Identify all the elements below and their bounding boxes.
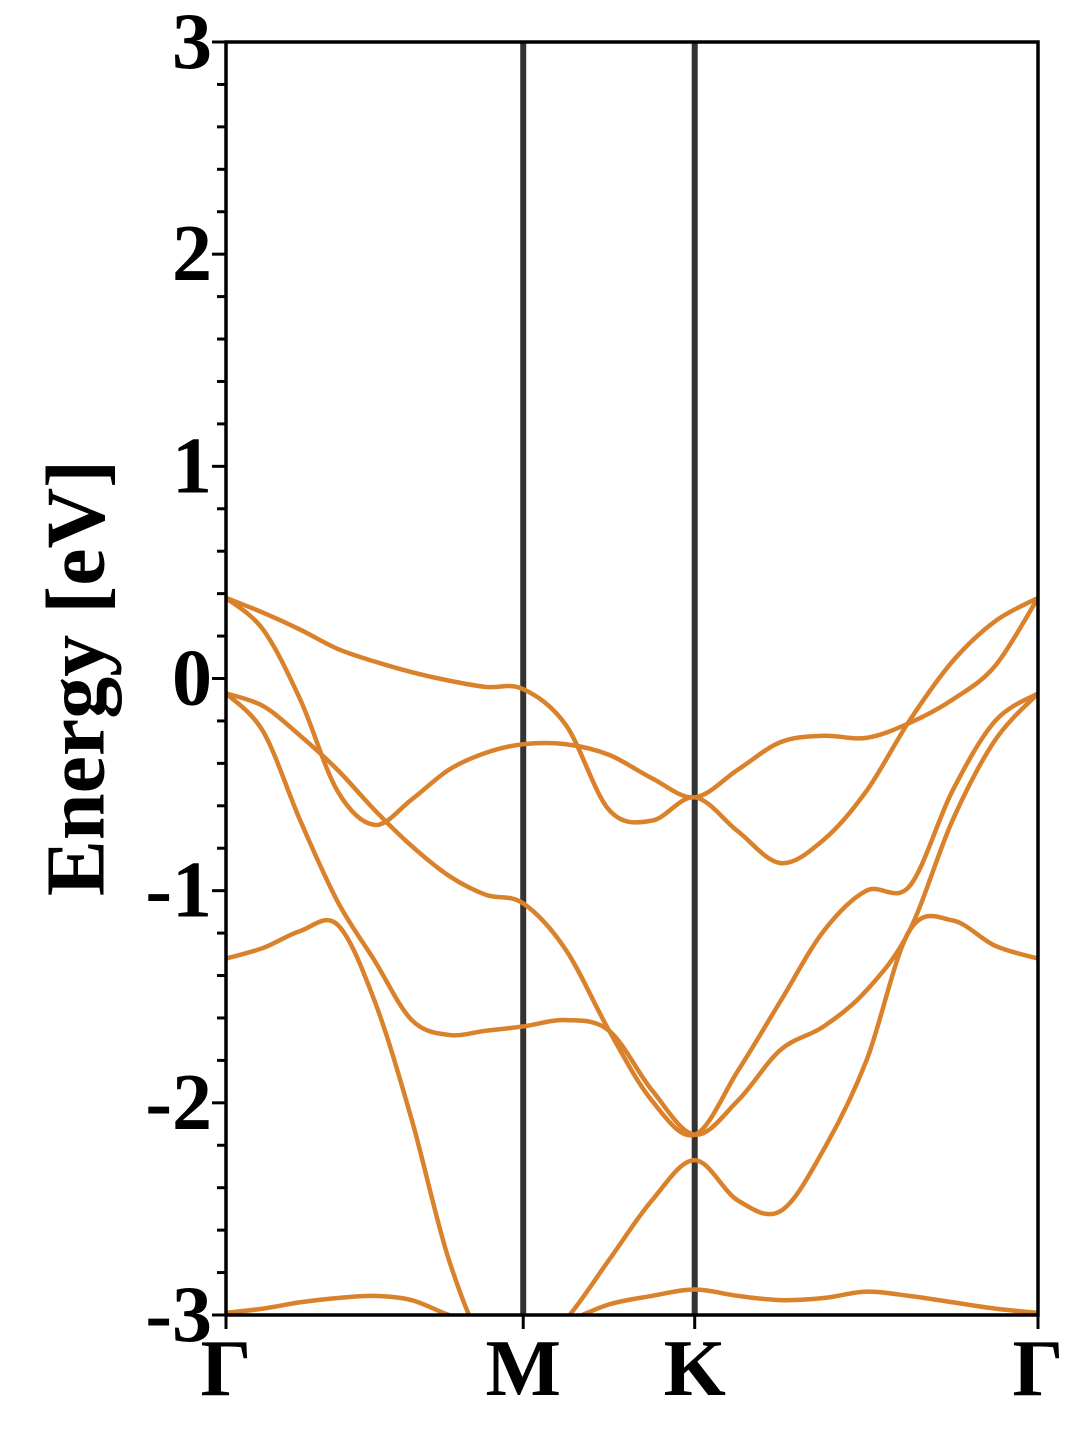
band-line — [226, 1287, 1038, 1315]
y-tick-label: -3 — [145, 1271, 212, 1359]
band-line — [226, 691, 1038, 1138]
x-tick-label: Γ — [1013, 1325, 1064, 1413]
y-tick-label: 1 — [172, 422, 212, 510]
plot-frame — [224, 40, 1040, 1317]
band-line — [226, 595, 1038, 866]
x-tick-label: Γ — [201, 1325, 252, 1413]
y-tick-label: 2 — [172, 210, 212, 298]
x-tick-label: M — [485, 1325, 561, 1413]
y-tick-label: 0 — [172, 635, 212, 723]
y-tick-label: 3 — [172, 0, 212, 86]
y-tick-label: -2 — [145, 1059, 212, 1147]
plot-area — [226, 42, 1038, 1315]
x-tick-label: K — [664, 1325, 726, 1413]
y-axis-label: Energy [eV] — [30, 460, 123, 896]
y-tick-label: -1 — [145, 847, 212, 935]
band-line — [226, 596, 1038, 828]
band-line — [226, 913, 1038, 1315]
